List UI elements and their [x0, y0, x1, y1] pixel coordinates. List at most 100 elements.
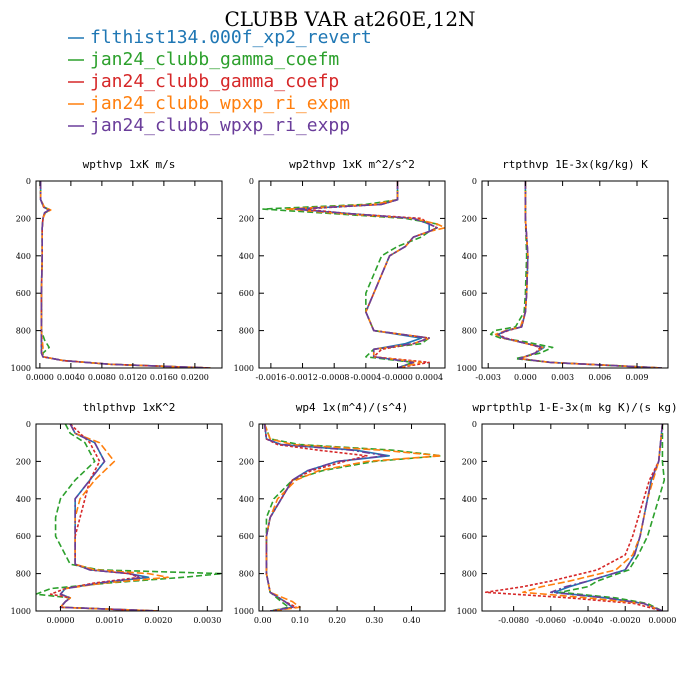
x-tick-label: -0.0040: [573, 616, 604, 625]
series-line-3: [497, 181, 662, 368]
x-tick-label: -0.0004: [350, 373, 381, 382]
series-line-1: [263, 424, 390, 611]
series-line-1: [553, 424, 664, 611]
y-tick-label: 1000: [234, 364, 254, 373]
plot-frame: [258, 180, 446, 369]
y-tick-label: 800: [239, 327, 254, 336]
series-line-3: [49, 424, 159, 611]
y-tick-label: 1000: [457, 364, 477, 373]
y-tick-label: 1000: [457, 607, 477, 616]
y-tick-label: 600: [16, 532, 31, 541]
y-tick-label: 0: [249, 177, 254, 186]
legend: flthist134.000f_xp2_revertjan24_clubb_ga…: [68, 27, 372, 136]
y-tick-label: 1000: [11, 607, 31, 616]
y-tick-label: 200: [16, 457, 31, 466]
y-tick-label: 1000: [234, 607, 254, 616]
panel-title: wp2thvp 1xK m^2/s^2: [289, 158, 415, 171]
x-tick-label: 0.0004: [415, 373, 443, 382]
x-tick-label: -0.0000: [382, 373, 413, 382]
x-tick-label: -0.0020: [610, 616, 641, 625]
series-line-4: [263, 424, 443, 611]
series-line-1: [39, 181, 211, 368]
series-line-5: [263, 424, 387, 611]
x-tick-label: 0.0160: [150, 373, 178, 382]
panel-6: wprtpthlp 1-E-3x(m kg K)/(s kg) 0 200 400 60…: [457, 401, 678, 625]
y-tick-label: 400: [16, 495, 31, 504]
x-tick-label: 0.000: [514, 373, 537, 382]
y-tick-label: 200: [239, 214, 254, 223]
legend-label-2: jan24_clubb_gamma_coefm: [90, 49, 339, 70]
x-tick-label: 0.10: [291, 616, 309, 625]
legend-label-4: jan24_clubb_wpxp_ri_expm: [90, 93, 350, 114]
series-line-5: [39, 181, 211, 368]
y-tick-label: 400: [239, 495, 254, 504]
x-tick-label: 0.0000: [46, 616, 74, 625]
panel-title: rtpthvp 1E-3x(kg/kg) K: [502, 158, 648, 171]
x-tick-label: -0.0012: [287, 373, 318, 382]
x-tick-label: 0.0000: [26, 373, 54, 382]
x-tick-label: -0.0008: [319, 373, 350, 382]
x-tick-label: 0.20: [328, 616, 346, 625]
y-tick-label: 200: [462, 214, 477, 223]
x-tick-label: 0.0080: [88, 373, 116, 382]
y-tick-label: 600: [239, 532, 254, 541]
series-line-5: [59, 424, 159, 611]
x-tick-label: -0.0016: [256, 373, 287, 382]
y-tick-label: 0: [26, 177, 31, 186]
x-tick-label: -0.003: [475, 373, 501, 382]
y-tick-label: 0: [472, 177, 477, 186]
panel-title: wp4 1x(m^4)/(s^4): [296, 401, 409, 414]
x-tick-label: 0.003: [551, 373, 574, 382]
y-tick-label: 200: [462, 457, 477, 466]
y-tick-label: 800: [16, 327, 31, 336]
panel-title: thlpthvp 1xK^2: [83, 401, 176, 414]
plot-frame: [481, 180, 669, 369]
series-line-2: [39, 181, 211, 368]
y-tick-label: 400: [462, 252, 477, 261]
panel-2: wp2thvp 1xK m^2/s^202004006008001000-0.0…: [234, 158, 446, 382]
x-tick-label: 0.006: [588, 373, 611, 382]
plot-frame: [35, 180, 223, 369]
x-tick-label: 0.40: [403, 616, 421, 625]
y-tick-label: 400: [462, 495, 477, 504]
series-line-4: [522, 424, 664, 611]
x-tick-label: 0.00: [254, 616, 272, 625]
series-line-4: [59, 424, 169, 611]
legend-label-1: flthist134.000f_xp2_revert: [90, 27, 372, 48]
series-line-5: [293, 181, 438, 368]
x-tick-label: -0.0060: [535, 616, 566, 625]
series-line-2: [263, 424, 443, 611]
y-tick-label: 0: [472, 420, 477, 429]
series-line-4: [494, 181, 662, 368]
y-tick-label: 800: [462, 570, 477, 579]
x-tick-label: -0.0080: [498, 616, 529, 625]
y-tick-label: 800: [239, 570, 254, 579]
x-tick-label: 0.0030: [193, 616, 221, 625]
y-tick-label: 600: [462, 532, 477, 541]
y-tick-label: 400: [239, 252, 254, 261]
x-tick-label: 0.0000: [648, 616, 676, 625]
series-line-3: [39, 181, 211, 368]
legend-label-3: jan24_clubb_gamma_coefp: [90, 71, 339, 92]
y-tick-label: 1000: [11, 364, 31, 373]
x-tick-label: 0.30: [365, 616, 383, 625]
series-line-4: [39, 181, 211, 368]
x-tick-label: 0.0020: [144, 616, 172, 625]
y-tick-label: 800: [462, 327, 477, 336]
series-line-4: [285, 181, 445, 368]
series-line-3: [484, 424, 664, 611]
series-line-2: [559, 424, 666, 611]
x-tick-label: 0.0200: [181, 373, 209, 382]
y-tick-label: 600: [16, 289, 31, 298]
y-tick-label: 400: [16, 252, 31, 261]
y-tick-label: 0: [26, 420, 31, 429]
legend-label-5: jan24_clubb_wpxp_ri_expp: [90, 115, 350, 136]
y-tick-label: 600: [462, 289, 477, 298]
series-line-2: [489, 181, 662, 368]
series-line-3: [263, 424, 368, 611]
panel-3: rtpthvp 1E-3x(kg/kg) K 0 200 400 600 800 1000-…: [457, 158, 669, 382]
panel-4: thlpthvp 1xK^2 0 200 400 600 800 1000 0.0000 0.0…: [11, 401, 223, 625]
y-tick-label: 0: [249, 420, 254, 429]
